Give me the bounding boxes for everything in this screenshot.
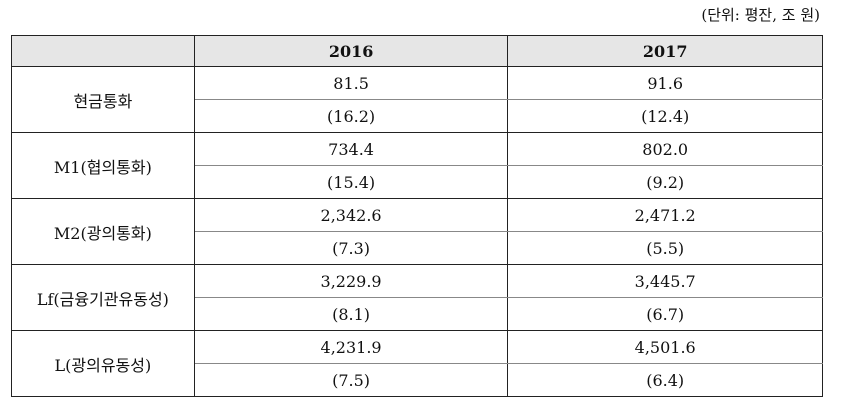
table-row: M2(광의통화) 2,342.6 2,471.2 <box>11 198 823 265</box>
table-row: (8.1) (6.7) <box>12 297 823 331</box>
table-row: (16.2) (12.4) <box>12 99 823 133</box>
value-2017: 3,445.7 <box>507 264 823 298</box>
value-2016: 81.5 <box>193 66 509 100</box>
growth-2017: (6.4) <box>507 363 823 397</box>
table-row: (7.5) (6.4) <box>12 363 823 397</box>
growth-2016: (16.2) <box>193 99 509 133</box>
growth-2017: (6.7) <box>507 297 823 331</box>
value-2017: 2,471.2 <box>507 198 823 232</box>
growth-2016: (8.1) <box>193 297 509 331</box>
table-row: (15.4) (9.2) <box>12 165 823 199</box>
value-2017: 802.0 <box>507 132 823 166</box>
growth-2016: (7.5) <box>193 363 509 397</box>
value-2017: 91.6 <box>507 66 823 100</box>
header-row: 2016 2017 <box>11 35 823 67</box>
table-row: M1(협의통화) 734.4 802.0 <box>11 132 823 199</box>
value-2016: 734.4 <box>193 132 509 166</box>
growth-2017: (9.2) <box>507 165 823 199</box>
row-label: L(광의유동성) <box>11 330 195 397</box>
value-2016: 2,342.6 <box>193 198 509 232</box>
growth-2016: (7.3) <box>193 231 509 265</box>
header-corner <box>11 35 195 67</box>
header-2016: 2016 <box>193 35 509 67</box>
row-label: M2(광의통화) <box>11 198 195 265</box>
table-row: L(광의유동성) 4,231.9 4,501.6 <box>11 330 823 397</box>
table-row: Lf(금융기관유동성) 3,229.9 3,445.7 <box>11 264 823 331</box>
row-label: Lf(금융기관유동성) <box>11 264 195 331</box>
row-label: M1(협의통화) <box>11 132 195 199</box>
growth-2017: (12.4) <box>507 99 823 133</box>
growth-2016: (15.4) <box>193 165 509 199</box>
value-2017: 4,501.6 <box>507 330 823 364</box>
table-row: 현금통화 81.5 91.6 <box>11 66 823 133</box>
growth-2017: (5.5) <box>507 231 823 265</box>
value-2016: 4,231.9 <box>193 330 509 364</box>
value-2016: 3,229.9 <box>193 264 509 298</box>
unit-note: (단위: 평잔, 조 원) <box>701 6 820 24</box>
money-supply-table: 2016 2017 현금통화 81.5 91.6 (16.2) (12.4) M… <box>11 35 823 397</box>
header-2017: 2017 <box>507 35 823 67</box>
row-label: 현금통화 <box>11 66 195 133</box>
table-row: (7.3) (5.5) <box>12 231 823 265</box>
